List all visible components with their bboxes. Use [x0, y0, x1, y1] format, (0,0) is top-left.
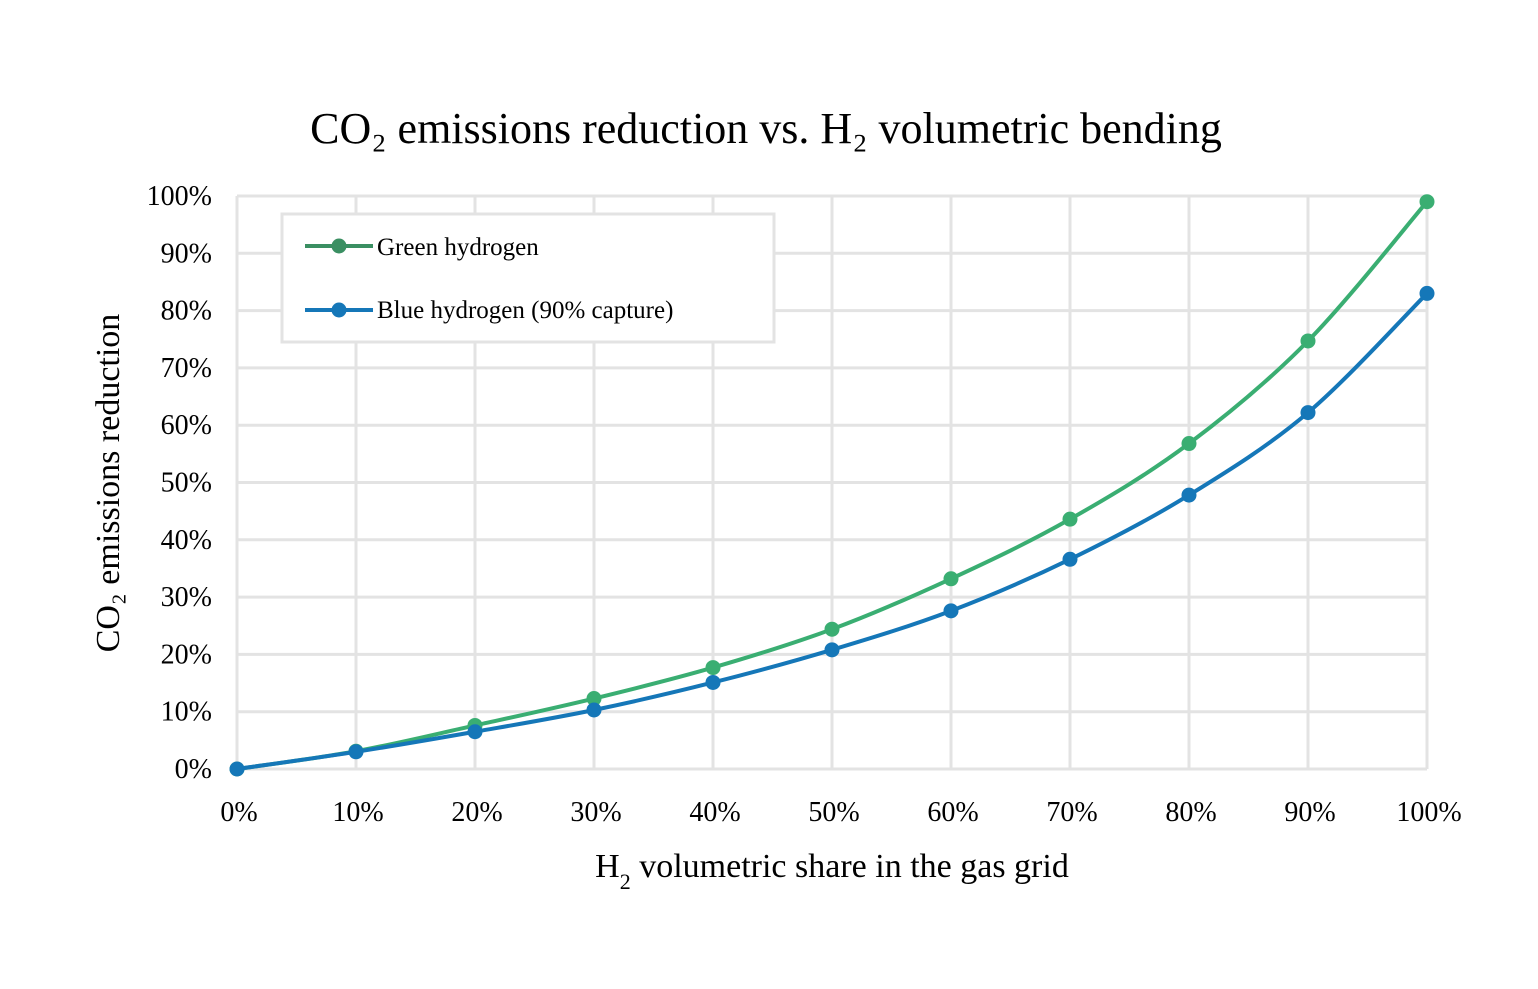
x-tick-label: 100%	[1396, 797, 1461, 828]
data-point-green-hydrogen	[943, 571, 959, 587]
x-tick-label: 70%	[1046, 797, 1097, 828]
data-point-blue-hydrogen	[943, 603, 959, 619]
x-tick-label: 30%	[570, 797, 621, 828]
data-point-blue-hydrogen	[467, 724, 483, 740]
series-line-blue-hydrogen	[236, 291, 1429, 771]
y-tick-label: 60%	[161, 410, 212, 441]
data-point-blue-hydrogen	[705, 674, 721, 690]
chart-title: CO₂ emissions reduction vs. H₂ volumetri…	[310, 104, 1222, 153]
x-tick-label: 10%	[332, 797, 383, 828]
legend: Green hydrogen Blue hydrogen (90% captur…	[280, 212, 776, 344]
x-tick-label: 90%	[1284, 797, 1335, 828]
y-axis-ticks: 0% 10% 20% 30% 40% 50% 60% 70% 80% 90% 100%	[147, 181, 212, 785]
y-tick-label: 70%	[161, 353, 212, 384]
data-point-blue-hydrogen	[586, 702, 602, 718]
x-axis-label: H2 volumetric share in the gas grid	[595, 848, 1069, 894]
x-tick-label: 50%	[808, 797, 859, 828]
x-tick-label: 80%	[1165, 797, 1216, 828]
x-axis-ticks: 0% 10% 20% 30% 40% 50% 60% 70% 80% 90% 100%	[220, 797, 1461, 828]
y-tick-label: 20%	[161, 639, 212, 670]
x-tick-label: 0%	[220, 797, 257, 828]
legend-swatch-green-marker	[331, 238, 347, 254]
series-blue-hydrogen	[229, 285, 1435, 777]
series-layer	[229, 194, 1435, 777]
y-tick-label: 90%	[161, 238, 212, 269]
y-tick-label: 50%	[161, 468, 212, 499]
data-point-blue-hydrogen	[824, 642, 840, 658]
x-tick-label: 60%	[927, 797, 978, 828]
series-line-green-hydrogen	[236, 200, 1429, 771]
data-point-blue-hydrogen	[1300, 405, 1316, 421]
legend-swatch-blue-marker	[331, 302, 347, 318]
y-axis-label: CO₂ emissions reduction	[90, 314, 127, 653]
data-point-green-hydrogen	[1062, 511, 1078, 527]
data-point-green-hydrogen	[1181, 436, 1197, 452]
data-point-green-hydrogen	[1300, 333, 1316, 349]
data-point-green-hydrogen	[1419, 194, 1435, 210]
legend-label-blue-hydrogen: Blue hydrogen (90% capture)	[377, 297, 673, 324]
y-tick-label: 0%	[175, 754, 212, 785]
data-point-blue-hydrogen	[1062, 551, 1078, 567]
data-point-blue-hydrogen	[229, 761, 245, 777]
data-point-blue-hydrogen	[1181, 487, 1197, 503]
plot-grid	[235, 194, 1429, 771]
x-tick-label: 40%	[689, 797, 740, 828]
y-tick-label: 40%	[161, 525, 212, 556]
y-tick-label: 100%	[147, 181, 212, 212]
x-tick-label: 20%	[451, 797, 502, 828]
legend-label-green-hydrogen: Green hydrogen	[377, 234, 539, 261]
data-point-green-hydrogen	[705, 660, 721, 676]
y-tick-label: 30%	[161, 582, 212, 613]
legend-box	[280, 212, 776, 344]
y-tick-label: 80%	[161, 296, 212, 327]
data-point-green-hydrogen	[586, 691, 602, 707]
data-point-green-hydrogen	[824, 621, 840, 637]
y-tick-label: 10%	[161, 697, 212, 728]
data-point-blue-hydrogen	[1419, 285, 1435, 301]
data-point-blue-hydrogen	[348, 744, 364, 760]
